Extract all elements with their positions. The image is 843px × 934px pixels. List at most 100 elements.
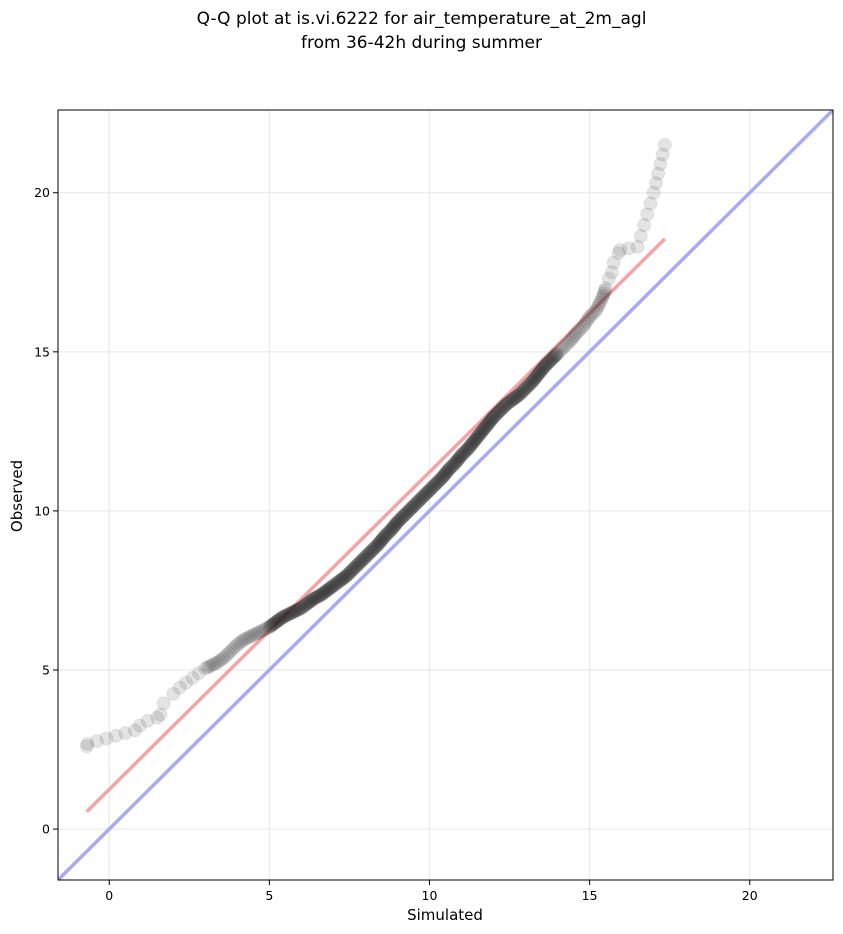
data-point xyxy=(317,585,332,600)
data-point xyxy=(290,602,305,617)
x-axis-label: Simulated xyxy=(407,906,483,924)
data-point xyxy=(431,474,446,489)
data-point xyxy=(377,530,392,545)
data-point xyxy=(445,458,460,473)
data-point xyxy=(276,610,291,625)
data-point xyxy=(270,614,285,629)
data-point xyxy=(271,613,286,628)
data-point xyxy=(380,526,395,541)
data-point xyxy=(433,472,448,487)
data-point xyxy=(405,499,420,514)
data-point xyxy=(285,605,300,620)
data-point xyxy=(574,321,589,336)
data-point xyxy=(500,396,515,411)
data-point xyxy=(320,582,335,597)
y-tick-label: 5 xyxy=(42,663,50,678)
data-point xyxy=(563,333,578,348)
data-point xyxy=(384,523,399,537)
data-point xyxy=(368,539,383,554)
data-point xyxy=(449,454,464,469)
data-point xyxy=(493,402,508,417)
data-point xyxy=(480,418,495,432)
data-point xyxy=(344,564,359,579)
data-point xyxy=(507,391,522,406)
data-point xyxy=(238,631,253,646)
data-point xyxy=(320,583,335,598)
data-point xyxy=(439,464,454,479)
data-point xyxy=(420,484,435,499)
data-point xyxy=(399,506,414,521)
data-point xyxy=(528,371,543,386)
data-point xyxy=(469,431,484,446)
data-point xyxy=(279,608,294,623)
data-point xyxy=(523,376,538,391)
data-point xyxy=(265,617,280,632)
data-point xyxy=(535,362,550,377)
data-point xyxy=(536,360,551,375)
data-point xyxy=(217,650,232,665)
data-point xyxy=(219,648,234,663)
data-point xyxy=(314,587,329,602)
data-point xyxy=(434,471,449,486)
data-point xyxy=(538,358,553,373)
data-point xyxy=(260,621,275,636)
data-point xyxy=(471,428,486,443)
data-point xyxy=(226,641,241,656)
data-point xyxy=(356,551,371,566)
data-point xyxy=(564,331,579,346)
data-point xyxy=(464,437,479,452)
data-point xyxy=(646,185,661,200)
data-point xyxy=(325,579,340,594)
data-point xyxy=(298,598,313,613)
data-point xyxy=(443,460,458,475)
data-point xyxy=(461,441,476,456)
data-point xyxy=(316,585,331,600)
data-point xyxy=(432,472,447,487)
data-point xyxy=(545,351,560,366)
data-point xyxy=(412,492,427,507)
data-point xyxy=(524,375,539,390)
data-point xyxy=(408,497,423,512)
title-line-2: from 36-42h during summer xyxy=(301,33,542,53)
data-point xyxy=(521,378,536,393)
x-tick-label: 15 xyxy=(582,888,598,903)
data-point xyxy=(258,622,273,637)
data-point xyxy=(363,545,378,560)
data-point xyxy=(286,605,301,620)
data-point xyxy=(569,325,584,340)
data-point xyxy=(364,543,379,558)
data-point xyxy=(492,404,507,419)
data-point xyxy=(544,351,559,366)
data-point xyxy=(441,463,456,478)
data-point xyxy=(318,584,333,599)
data-point xyxy=(348,559,363,574)
data-point xyxy=(478,420,493,435)
data-point xyxy=(454,448,469,463)
data-point xyxy=(492,403,507,418)
data-point xyxy=(640,207,655,222)
data-point xyxy=(453,449,468,464)
data-point xyxy=(330,575,345,590)
data-point xyxy=(423,482,438,497)
data-point xyxy=(297,598,312,613)
data-point xyxy=(540,356,555,371)
data-point xyxy=(408,496,423,511)
data-point xyxy=(488,408,503,423)
data-point xyxy=(132,718,147,733)
data-point xyxy=(324,579,339,594)
data-point xyxy=(532,365,547,380)
data-point xyxy=(375,532,390,547)
data-point xyxy=(559,337,574,352)
data-point xyxy=(380,526,395,541)
data-point xyxy=(298,597,313,612)
data-point xyxy=(552,344,567,359)
data-point xyxy=(367,541,382,556)
data-point xyxy=(582,309,597,324)
data-point xyxy=(327,578,342,592)
data-point xyxy=(451,452,466,467)
data-point xyxy=(531,367,546,382)
data-point xyxy=(444,460,459,475)
data-point xyxy=(281,607,296,622)
data-point xyxy=(550,346,565,361)
data-point xyxy=(576,319,591,334)
